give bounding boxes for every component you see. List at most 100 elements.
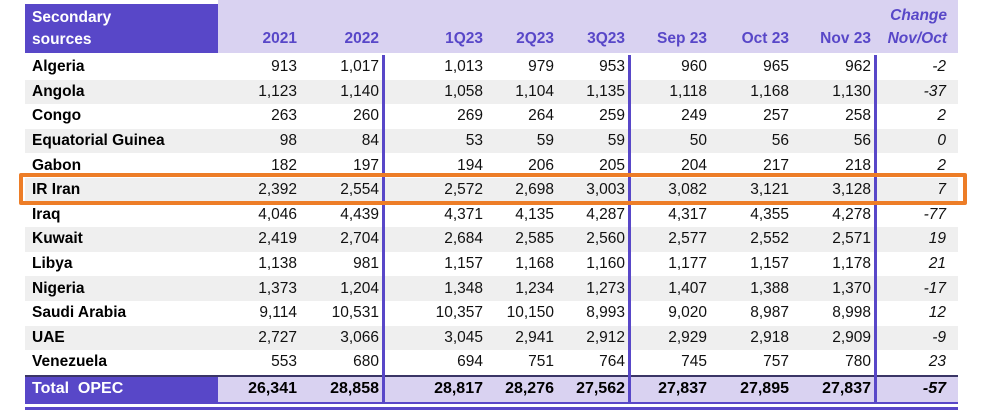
cell-value: 4,355 [750, 205, 789, 223]
row-label: Iraq [32, 205, 61, 223]
cell-value: 249 [681, 107, 707, 125]
cell-value: 1,370 [832, 279, 871, 297]
table-row-congo: Congo 263 260 269 264 259 249 257 258 2 [25, 104, 958, 129]
cell-value: 3,128 [832, 181, 871, 199]
cell-value: 8,987 [750, 304, 789, 322]
cell-value: 1,118 [669, 82, 707, 100]
cell-value: 3,003 [586, 181, 625, 199]
cell-value: 269 [457, 107, 483, 125]
cell-value: 2,392 [258, 181, 297, 199]
iran-highlight-box [19, 173, 967, 205]
table-row-saudi-arabia: Saudi Arabia 9,114 10,531 10,357 10,150 8,993… [25, 301, 958, 326]
cell-value: 2,929 [668, 328, 707, 346]
cell-change: 12 [928, 304, 946, 322]
column-divider-quarters-months [628, 55, 631, 404]
cell-value: 1,373 [258, 279, 297, 297]
cell-value: 1,013 [444, 58, 483, 76]
cell-change: 19 [928, 230, 946, 248]
cell-value: 260 [353, 107, 379, 125]
cell-change: 21 [928, 255, 946, 273]
cell-value: 4,371 [444, 205, 483, 223]
cell-value: 204 [681, 156, 707, 174]
cell-value: 1,157 [444, 255, 483, 273]
header-col-3q23: 3Q23 [559, 0, 630, 53]
cell-value: 1,140 [340, 82, 379, 100]
cell-value: 979 [528, 58, 554, 76]
row-label: Saudi Arabia [32, 304, 127, 322]
cell-change: -37 [923, 82, 946, 100]
total-values: 26,341 28,858 28,817 28,276 27,562 27,837 27,8… [218, 376, 876, 402]
cell-value: 3,066 [340, 328, 379, 346]
cell-value: 2,941 [515, 328, 554, 346]
cell-value: 694 [457, 353, 483, 371]
cell-value: 3,082 [668, 181, 707, 199]
cell-value: 182 [271, 156, 297, 174]
row-label: Angola [32, 82, 85, 100]
cell-value: 751 [528, 353, 554, 371]
header-col-nov-23: Nov 23 [794, 0, 876, 53]
cell-value: 53 [465, 132, 483, 150]
cell-value: 962 [845, 58, 871, 76]
cell-value: 259 [599, 107, 625, 125]
row-label: Congo [32, 107, 82, 125]
cell-value: 197 [353, 156, 379, 174]
cell-change: 2 [937, 156, 946, 174]
cell-value: 206 [528, 156, 554, 174]
cell-change: -77 [923, 205, 946, 223]
table-body: Algeria 913 1,017 1,013 979 953 960 965 962 -2 Ang… [25, 55, 958, 375]
cell-value: 1,388 [750, 279, 789, 297]
header-col-sep-23: Sep 23 [630, 0, 712, 53]
cell-value: 780 [845, 353, 871, 371]
table-row-iraq: Iraq 4,046 4,439 4,371 4,135 4,287 4,317 4,355 4… [25, 203, 958, 228]
cell-change: -17 [923, 279, 946, 297]
total-opec-row: Total OPEC 26,341 28,858 28,817 28,276 27,56… [25, 374, 958, 404]
cell-value: 1,130 [832, 82, 871, 100]
cell-value: 953 [599, 58, 625, 76]
cell-value: 2,571 [832, 230, 871, 248]
cell-value: 205 [599, 156, 625, 174]
cell-value: 10,531 [331, 304, 379, 322]
cell-value: 1,157 [750, 255, 789, 273]
header-col-2q23: 2Q23 [488, 0, 559, 53]
cell-value: 4,046 [258, 205, 297, 223]
cell-value: 1,123 [258, 82, 297, 100]
cell-change: 7 [937, 181, 946, 199]
row-label: UAE [32, 328, 65, 346]
total-cell-value: 27,837 [658, 380, 707, 398]
row-label: IR Iran [32, 181, 81, 199]
cell-value: 1,058 [444, 82, 483, 100]
header-change-line2: Nov/Oct [887, 30, 947, 47]
column-divider-months-change [874, 55, 877, 404]
cell-value: 1,135 [586, 82, 625, 100]
cell-value: 1,234 [515, 279, 554, 297]
cell-change: -9 [932, 328, 946, 346]
table-row-uae: UAE 2,727 3,066 3,045 2,941 2,912 2,929 2,918 2,… [25, 325, 958, 351]
cell-value: 1,017 [340, 58, 379, 76]
cell-value: 913 [271, 58, 297, 76]
cell-value: 10,357 [435, 304, 483, 322]
cell-value: 50 [689, 132, 707, 150]
header-col-oct-23: Oct 23 [712, 0, 794, 53]
cell-value: 1,178 [832, 255, 871, 273]
cell-value: 2,572 [444, 181, 483, 199]
cell-value: 2,727 [258, 328, 297, 346]
cell-value: 965 [763, 58, 789, 76]
header-label-line1: Secondary [32, 9, 112, 26]
cell-value: 1,407 [668, 279, 707, 297]
cell-value: 2,909 [832, 328, 871, 346]
cell-value: 4,439 [340, 205, 379, 223]
cell-value: 2,704 [340, 230, 379, 248]
total-label: Total OPEC [25, 376, 218, 402]
table-row-algeria: Algeria 913 1,017 1,013 979 953 960 965 962 -2 [25, 55, 958, 80]
cell-value: 56 [771, 132, 789, 150]
cell-value: 1,273 [586, 279, 625, 297]
header-period-columns: 2021 2022 1Q23 2Q23 3Q23 Sep 23 Oct 23 Nov 23 [218, 0, 876, 53]
total-cell-value: 28,817 [434, 380, 483, 398]
cell-value: 9,020 [668, 304, 707, 322]
cell-value: 98 [279, 132, 297, 150]
total-cell-value: 28,276 [505, 380, 554, 398]
cell-value: 263 [271, 107, 297, 125]
row-label: Equatorial Guinea [32, 132, 165, 150]
cell-value: 258 [845, 107, 871, 125]
